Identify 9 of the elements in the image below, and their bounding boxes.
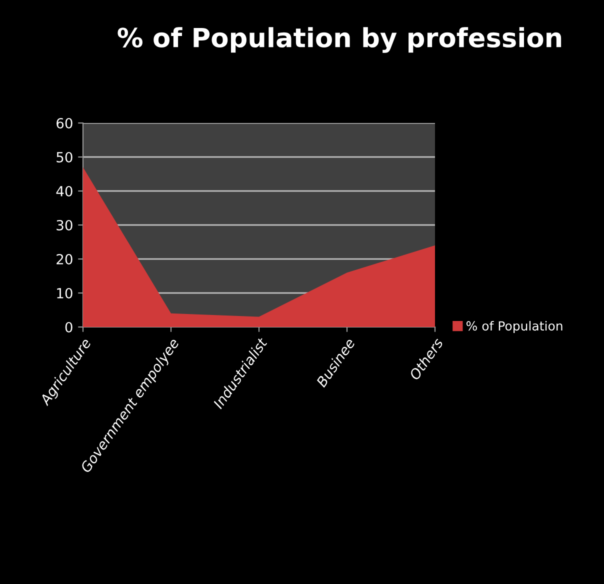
y-tick-label: 50: [56, 152, 72, 162]
y-tick-label: 20: [56, 254, 72, 264]
y-tick-label: 0: [65, 322, 72, 332]
legend-label: % of Population: [466, 320, 562, 334]
y-tick-label: 60: [56, 118, 72, 128]
y-tick-label: 30: [56, 220, 72, 230]
chart-title: % of Population by profession: [118, 27, 562, 53]
y-tick-label: 10: [57, 288, 72, 298]
y-tick-label: 40: [56, 186, 72, 196]
